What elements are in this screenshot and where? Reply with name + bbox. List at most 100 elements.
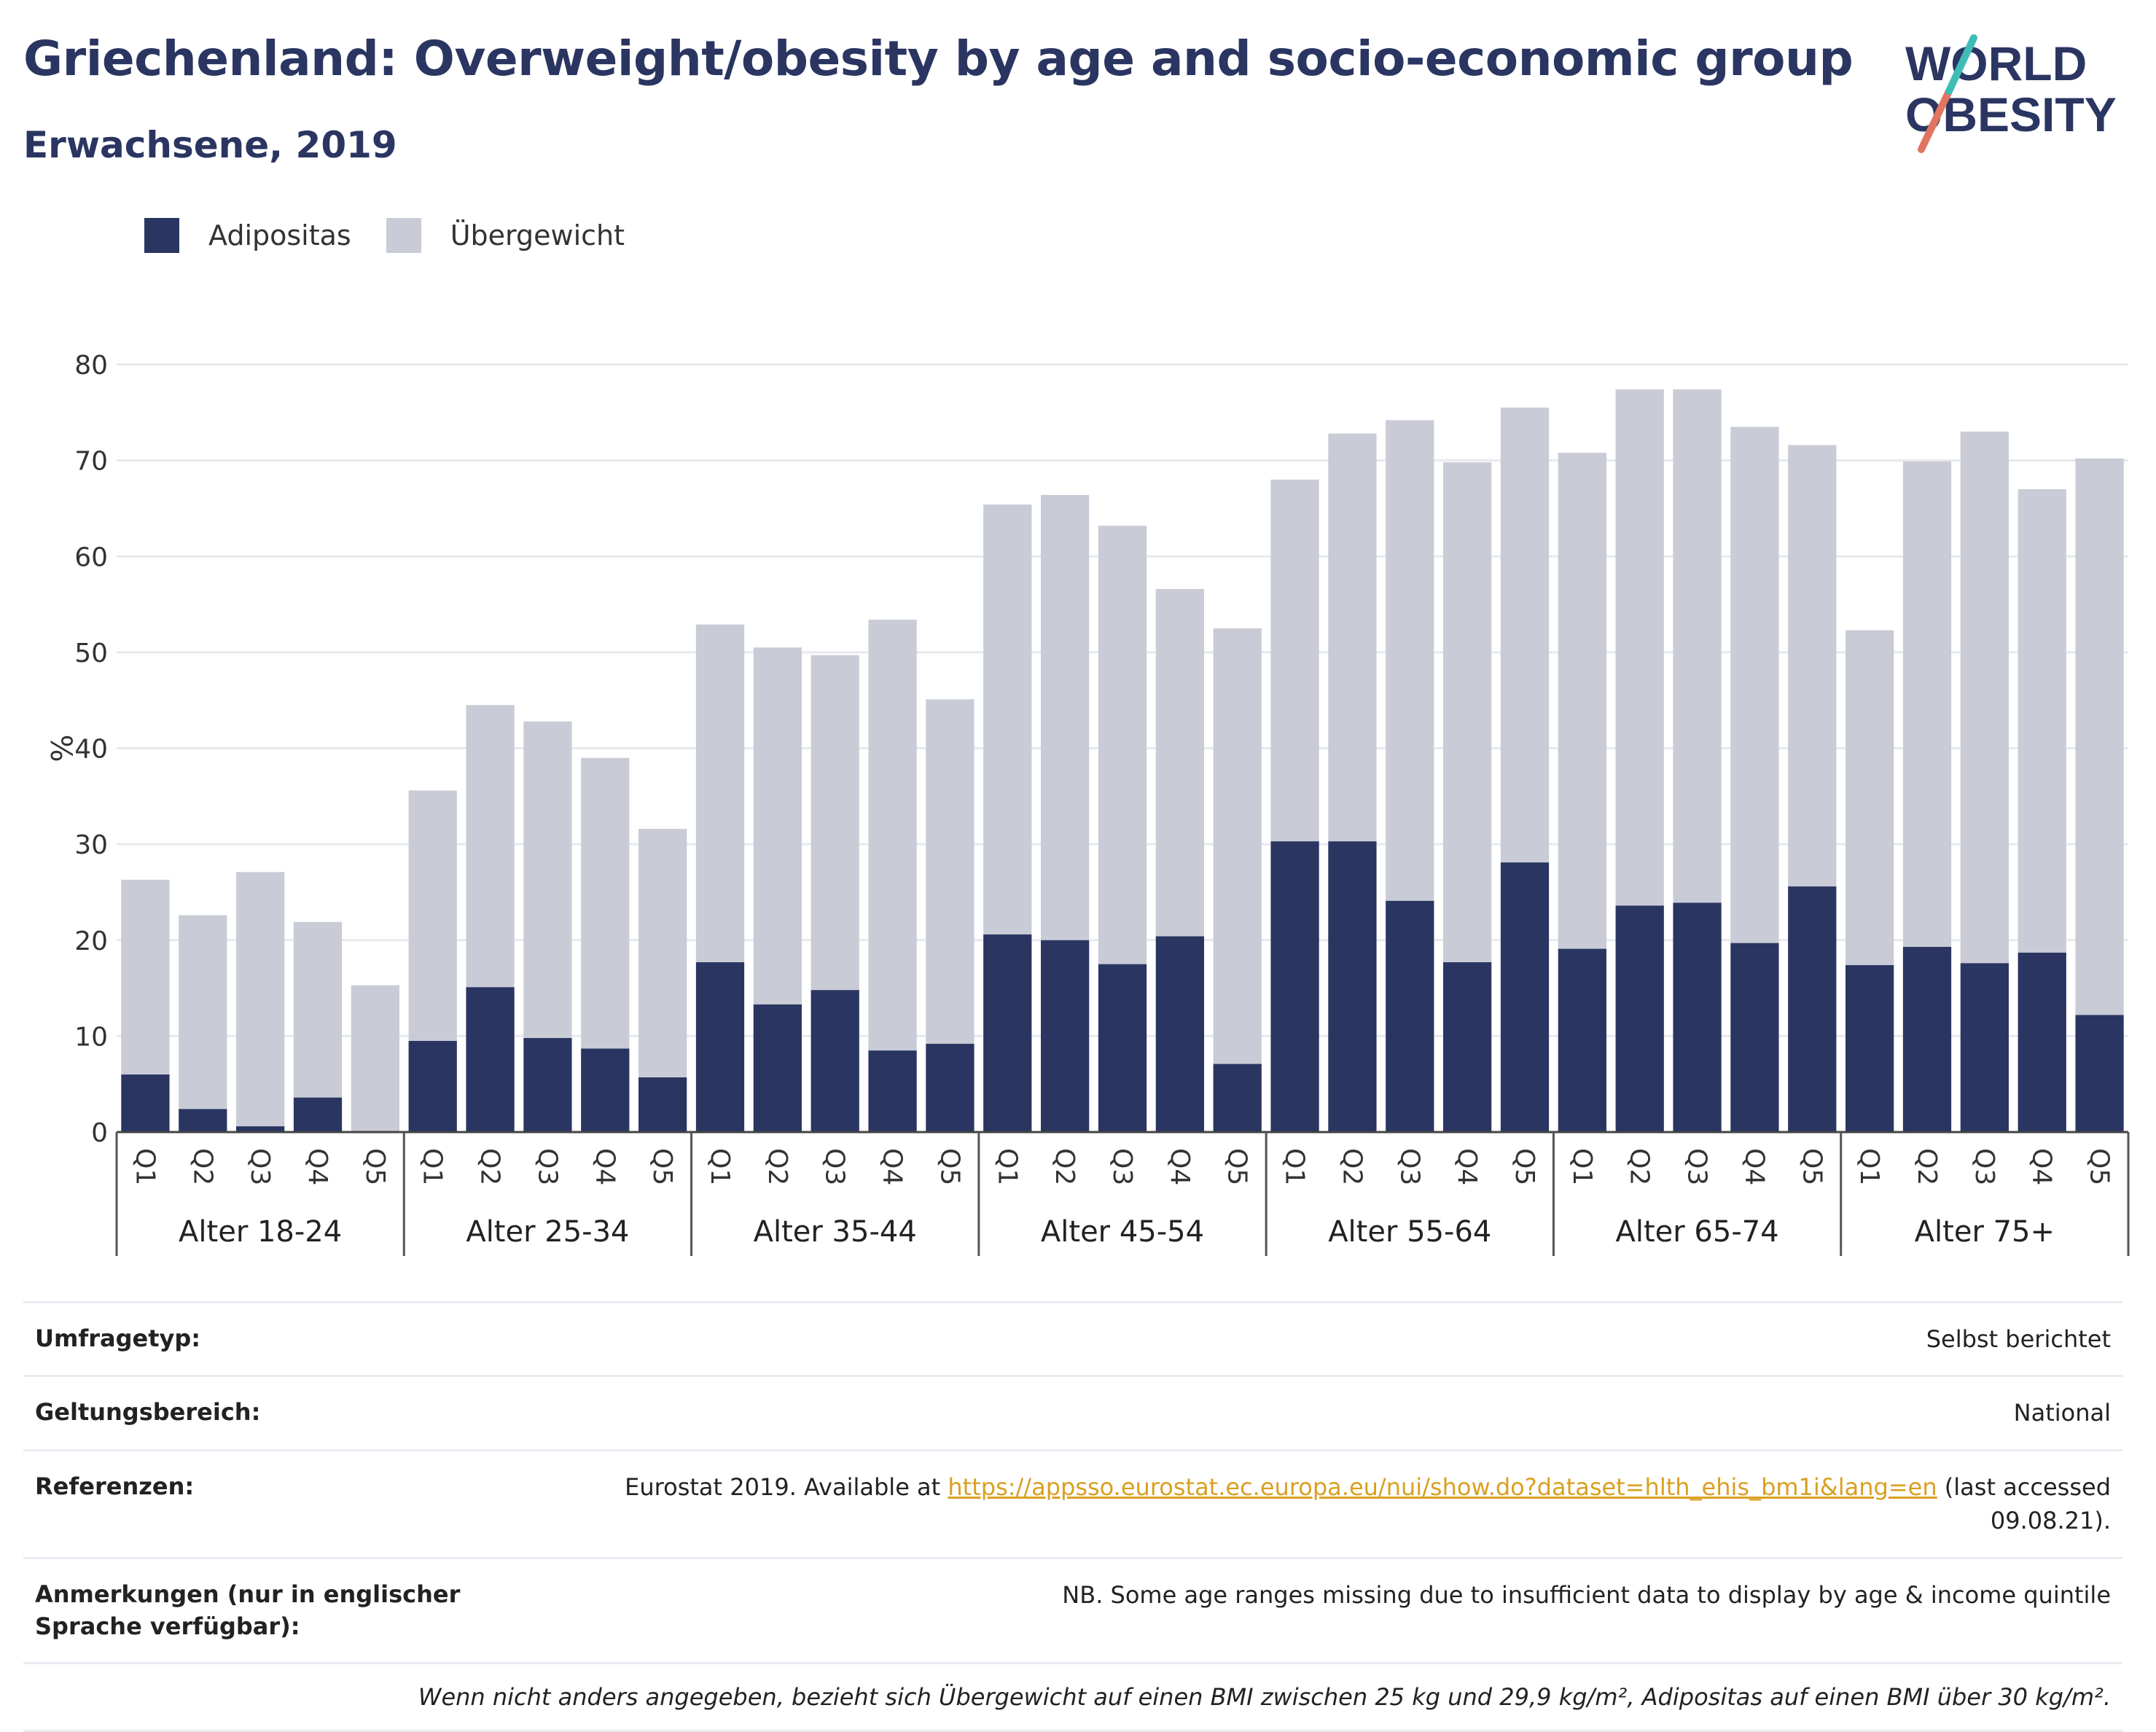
bar-adipositas	[523, 1038, 572, 1132]
svg-text:WORLD: WORLD	[1905, 36, 2087, 90]
x-tick-label: Q4	[590, 1148, 620, 1185]
bar-uebergewicht	[408, 790, 457, 1041]
x-tick-label: Q4	[878, 1148, 907, 1185]
bar-uebergewicht	[293, 921, 343, 1098]
bar-uebergewicht	[1730, 426, 1779, 943]
info-row-scope: Geltungsbereich: National	[23, 1375, 2122, 1448]
bar-adipositas	[811, 990, 859, 1132]
x-tick-label: Q5	[2085, 1148, 2114, 1185]
bar-uebergewicht	[1558, 453, 1606, 949]
x-tick-label: Q4	[2027, 1148, 2057, 1185]
bar-uebergewicht	[466, 705, 515, 988]
bar-uebergewicht	[2075, 458, 2124, 1015]
x-tick-label: Q5	[1797, 1148, 1827, 1185]
bar-adipositas	[293, 1097, 343, 1132]
y-tick-label: 10	[74, 1022, 108, 1052]
bar-adipositas	[2075, 1015, 2124, 1132]
notes-value: NB. Some age ranges missing due to insuf…	[1062, 1580, 2111, 1609]
bar-adipositas	[1155, 936, 1204, 1132]
x-tick-label: Q1	[1567, 1148, 1597, 1185]
bar-adipositas	[408, 1040, 457, 1132]
survey-type-value: Selbst berichtet	[1926, 1325, 2111, 1353]
x-tick-label: Q1	[705, 1148, 735, 1185]
x-tick-label: Q5	[360, 1148, 390, 1185]
bar-uebergewicht	[983, 504, 1032, 935]
bar-uebergewicht	[121, 879, 170, 1075]
bar-adipositas	[1846, 964, 1894, 1132]
references-label: Referenzen:	[35, 1472, 195, 1500]
bar-adipositas	[2018, 952, 2066, 1132]
x-tick-label: Q2	[475, 1148, 505, 1185]
legend-item-uebergewicht: Übergewicht	[386, 218, 625, 253]
references-suffix: (last accessed 09.08.21).	[1937, 1472, 2111, 1535]
x-tick-label: Q3	[245, 1148, 275, 1185]
survey-type-label: Umfragetyp:	[35, 1325, 201, 1352]
bar-uebergewicht	[581, 757, 630, 1049]
bar-uebergewicht	[695, 624, 745, 963]
x-tick-label: Q3	[820, 1148, 850, 1185]
bar-uebergewicht	[179, 915, 227, 1109]
y-tick-label: 80	[74, 351, 108, 381]
bar-adipositas	[1615, 905, 1664, 1132]
bar-adipositas	[1328, 841, 1377, 1132]
bar-adipositas	[1098, 964, 1147, 1132]
references-link[interactable]: https://appsso.eurostat.ec.europa.eu/nui…	[948, 1472, 1937, 1501]
legend-swatch-uebergewicht	[386, 218, 421, 253]
bar-adipositas	[983, 934, 1032, 1132]
chart-title: Griechenland: Overweight/obesity by age …	[23, 31, 1854, 87]
x-tick-label: Q2	[762, 1148, 792, 1185]
bar-uebergewicht	[1155, 589, 1204, 937]
legend-item-adipositas: Adipositas	[144, 218, 351, 253]
x-tick-label: Q5	[647, 1148, 677, 1185]
bar-uebergewicht	[1673, 389, 1722, 903]
footnote: Wenn nicht anders angegeben, bezieht sic…	[418, 1683, 2111, 1712]
bar-uebergewicht	[351, 985, 399, 1132]
bar-uebergewicht	[1328, 433, 1377, 842]
scope-value: National	[2013, 1399, 2111, 1427]
bar-adipositas	[236, 1126, 285, 1132]
legend-label-uebergewicht: Übergewicht	[450, 219, 625, 251]
x-tick-label: Q4	[1165, 1148, 1195, 1185]
bar-adipositas	[1730, 943, 1779, 1132]
x-tick-label: Q2	[1337, 1148, 1367, 1185]
x-tick-label: Q4	[302, 1148, 332, 1185]
bar-adipositas	[868, 1050, 917, 1132]
bar-uebergewicht	[1500, 407, 1550, 863]
x-tick-label: Q2	[1625, 1148, 1655, 1185]
bar-uebergewicht	[1960, 432, 2009, 964]
x-tick-label: Q3	[1107, 1148, 1137, 1185]
group-label: Alter 75+	[1915, 1215, 2055, 1249]
bar-adipositas	[926, 1043, 975, 1132]
y-tick-label: 0	[91, 1118, 108, 1148]
group-label: Alter 35-44	[754, 1215, 917, 1249]
stacked-bar-chart: 0 10 20 30 40 50 60 70 80% Q1 Q2 Q3 Q4 Q5 Q1 Q2 Q3 Q4 Q5 Q1…	[44, 351, 2130, 1256]
bar-uebergewicht	[868, 620, 917, 1051]
x-tick-label: Q1	[418, 1148, 448, 1185]
x-tick-label: Q1	[130, 1148, 160, 1185]
bar-uebergewicht	[2018, 489, 2066, 953]
references-prefix: Eurostat 2019. Available at	[625, 1472, 948, 1501]
bar-adipositas	[1673, 902, 1722, 1132]
bar-adipositas	[1386, 900, 1434, 1132]
bar-uebergewicht	[1386, 420, 1434, 901]
bar-uebergewicht	[1788, 445, 1837, 887]
x-tick-label: Q5	[934, 1148, 964, 1185]
info-row-footnote: Wenn nicht anders angegeben, bezieht sic…	[23, 1662, 2122, 1732]
x-tick-label: Q5	[1509, 1148, 1539, 1185]
bar-adipositas	[1041, 940, 1090, 1132]
bar-adipositas	[581, 1048, 630, 1132]
bar-adipositas	[1270, 841, 1319, 1132]
bar-uebergewicht	[1213, 628, 1262, 1064]
y-tick-label: 40	[74, 735, 108, 765]
bar-adipositas	[1558, 948, 1606, 1132]
bar-uebergewicht	[1041, 495, 1090, 940]
y-tick-label: 30	[74, 830, 108, 860]
x-tick-label: Q2	[187, 1148, 217, 1185]
bar-adipositas	[121, 1074, 170, 1132]
bar-adipositas	[1213, 1064, 1262, 1132]
world-obesity-logo: WORLD OBESITY	[1905, 34, 2117, 153]
group-label: Alter 65-74	[1615, 1215, 1778, 1249]
bar-adipositas	[1960, 963, 2009, 1132]
chart-legend: Adipositas Übergewicht	[144, 214, 660, 257]
y-axis-label: %	[44, 734, 77, 762]
